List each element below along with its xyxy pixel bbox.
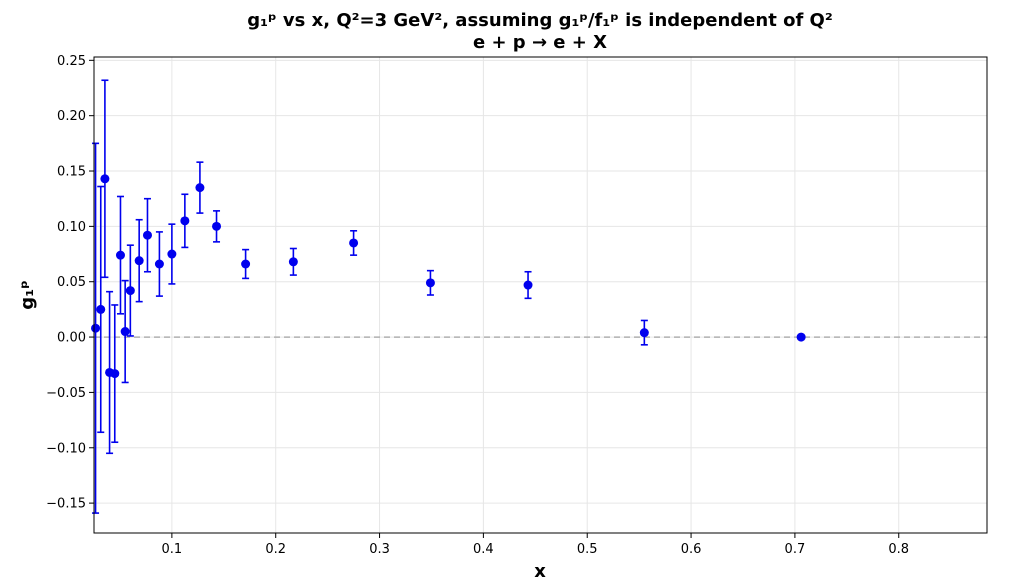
x-tick-label: 0.1	[162, 542, 183, 557]
y-axis-label: g₁ᵖ	[17, 280, 38, 309]
data-point	[212, 210, 222, 243]
data-point	[142, 197, 152, 273]
y-tick-label: −0.05	[46, 386, 86, 401]
y-tick-label: −0.15	[46, 497, 86, 512]
data-marker	[115, 250, 125, 260]
y-axis-ticks: −0.15 −0.10 −0.05 0.00 0.05 0.10 0.15 0.20 0.25	[46, 54, 94, 512]
data-point	[154, 231, 164, 297]
data-point	[425, 269, 435, 296]
data-point	[96, 185, 106, 434]
x-axis-label: x	[534, 561, 546, 582]
y-tick-label: 0.10	[57, 220, 86, 235]
x-tick-label: 0.3	[369, 542, 390, 557]
data-point	[639, 319, 649, 346]
data-point	[110, 304, 120, 444]
plot-area-frame	[93, 56, 988, 534]
data-point	[241, 248, 251, 280]
data-marker	[125, 286, 135, 296]
x-tick-label: 0.8	[888, 542, 909, 557]
data-point	[91, 142, 101, 514]
data-marker	[154, 259, 164, 269]
data-point	[180, 193, 190, 249]
x-tick-label: 0.4	[473, 542, 494, 557]
x-tick-label: 0.6	[681, 542, 702, 557]
y-tick-label: 0.20	[57, 109, 86, 124]
data-marker	[425, 278, 435, 288]
data-point	[120, 279, 130, 384]
data-marker	[134, 256, 144, 266]
data-marker	[180, 216, 190, 226]
data-series	[91, 79, 806, 514]
y-tick-label: −0.10	[46, 441, 86, 456]
data-marker	[212, 221, 222, 231]
data-marker	[110, 369, 120, 379]
data-point	[167, 223, 177, 285]
data-point	[134, 218, 144, 303]
data-marker	[120, 327, 130, 337]
data-marker	[142, 230, 152, 240]
data-marker	[639, 328, 649, 338]
x-tick-label: 0.7	[785, 542, 806, 557]
y-tick-label: 0.25	[57, 54, 86, 69]
data-point	[523, 270, 533, 300]
data-point	[349, 229, 359, 256]
data-marker	[195, 183, 205, 193]
data-point	[100, 79, 110, 279]
data-point	[115, 195, 125, 315]
x-tick-label: 0.5	[577, 542, 598, 557]
data-point	[195, 161, 205, 214]
data-marker	[288, 257, 298, 267]
x-axis-ticks: 0.1 0.2 0.3 0.4 0.5 0.6 0.7 0.8	[162, 533, 909, 557]
data-marker	[91, 323, 101, 333]
data-marker	[167, 249, 177, 259]
grid	[94, 57, 987, 533]
y-tick-label: 0.15	[57, 165, 86, 180]
data-marker	[349, 238, 359, 248]
data-point	[288, 247, 298, 276]
y-tick-label: 0.00	[57, 331, 86, 346]
data-marker	[523, 280, 533, 290]
data-marker	[241, 259, 251, 269]
data-point	[796, 332, 806, 342]
data-marker	[796, 332, 806, 342]
y-tick-label: 0.05	[57, 275, 86, 290]
data-marker	[100, 174, 110, 184]
data-point	[125, 244, 135, 337]
chart-subtitle: e + p → e + X	[473, 32, 607, 53]
data-marker	[96, 304, 106, 314]
x-tick-label: 0.2	[265, 542, 286, 557]
chart-title: g₁ᵖ vs x, Q²=3 GeV², assuming g₁ᵖ/f₁ᵖ is…	[247, 10, 832, 31]
